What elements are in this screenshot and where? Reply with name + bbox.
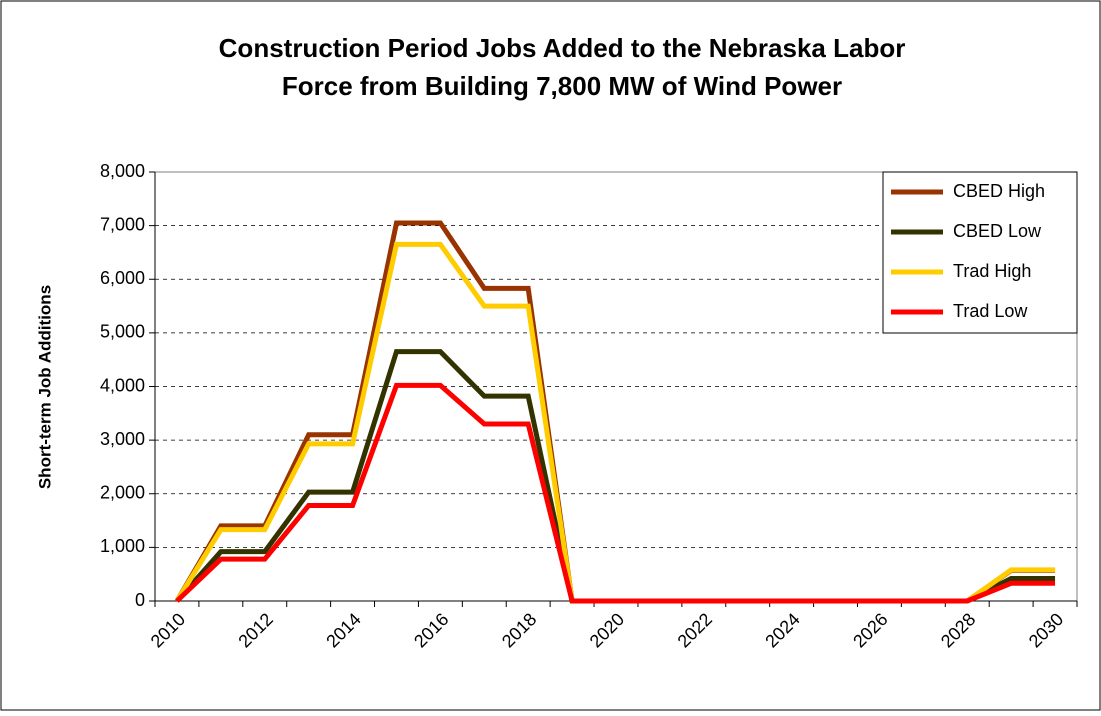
legend-label: CBED High (953, 181, 1045, 201)
legend (882, 171, 1078, 334)
y-tick-label: 3,000 (100, 429, 145, 449)
y-tick-label: 7,000 (100, 214, 145, 234)
y-tick-label: 8,000 (100, 161, 145, 181)
legend-label: Trad High (953, 261, 1031, 281)
y-tick-label: 1,000 (100, 536, 145, 556)
y-tick-label: 4,000 (100, 375, 145, 395)
y-tick-label: 6,000 (100, 268, 145, 288)
y-axis-label: Short-term Job Additions (35, 285, 54, 489)
chart-title: Force from Building 7,800 MW of Wind Pow… (282, 71, 842, 101)
y-tick-label: 2,000 (100, 483, 145, 503)
chart-title: Construction Period Jobs Added to the Ne… (219, 33, 906, 63)
y-tick-label: 5,000 (100, 322, 145, 342)
series-line (175, 382, 1056, 604)
legend-label: Trad Low (953, 301, 1028, 321)
y-tick-label: 0 (135, 590, 145, 610)
legend-label: CBED Low (953, 221, 1042, 241)
